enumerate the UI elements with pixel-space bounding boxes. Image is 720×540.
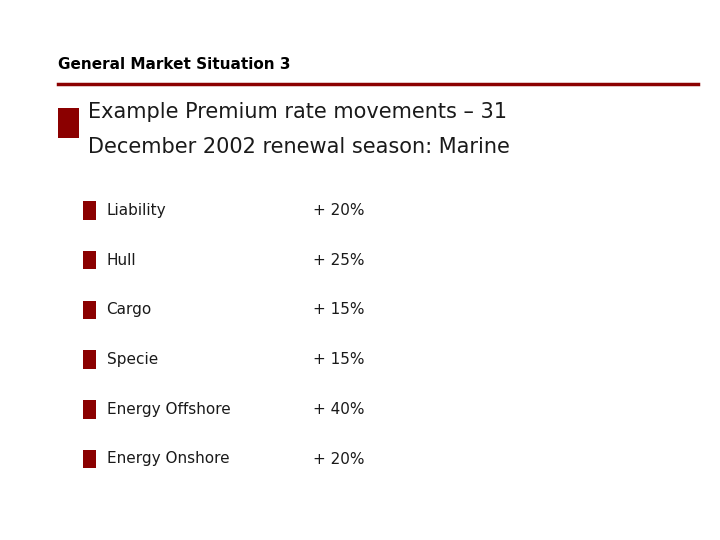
Bar bbox=[83, 301, 96, 319]
Bar bbox=[83, 350, 96, 369]
Text: + 15%: + 15% bbox=[313, 302, 365, 318]
Text: + 40%: + 40% bbox=[313, 402, 365, 417]
Text: General Market Situation 3: General Market Situation 3 bbox=[58, 57, 290, 72]
Text: Specie: Specie bbox=[107, 352, 158, 367]
Bar bbox=[83, 251, 96, 269]
Text: Example Premium rate movements – 31: Example Premium rate movements – 31 bbox=[88, 102, 507, 122]
Text: Hull: Hull bbox=[107, 253, 136, 268]
Bar bbox=[83, 400, 96, 418]
Bar bbox=[83, 450, 96, 468]
Text: + 20%: + 20% bbox=[313, 203, 365, 218]
Text: + 15%: + 15% bbox=[313, 352, 365, 367]
Text: Cargo: Cargo bbox=[107, 302, 152, 318]
Bar bbox=[83, 201, 96, 220]
Text: December 2002 renewal season: Marine: December 2002 renewal season: Marine bbox=[88, 137, 510, 157]
Text: + 25%: + 25% bbox=[313, 253, 365, 268]
Bar bbox=[58, 108, 79, 138]
Text: Liability: Liability bbox=[107, 203, 166, 218]
Text: Energy Onshore: Energy Onshore bbox=[107, 451, 229, 467]
Text: + 20%: + 20% bbox=[313, 451, 365, 467]
Text: Energy Offshore: Energy Offshore bbox=[107, 402, 230, 417]
